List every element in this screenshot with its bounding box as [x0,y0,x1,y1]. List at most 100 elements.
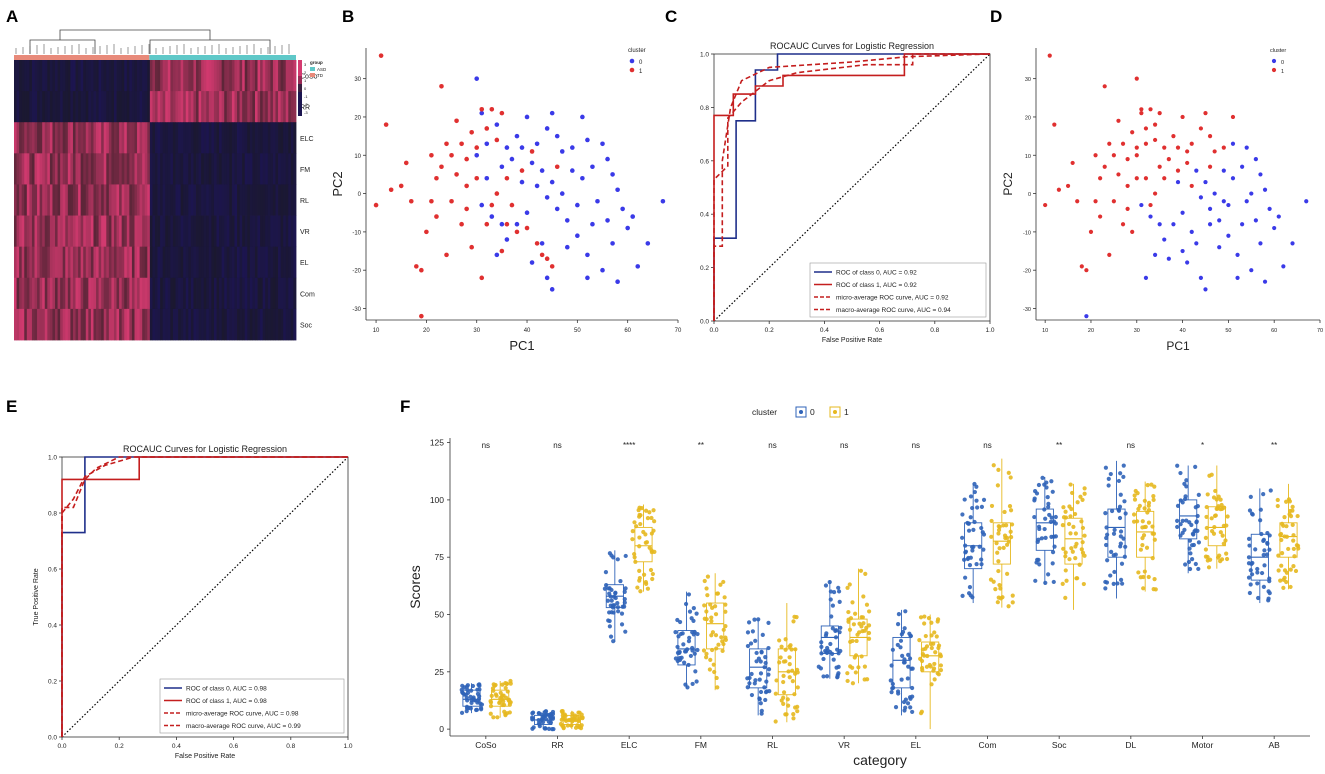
heatmap-cell [293,308,297,341]
jitter-point [709,633,714,638]
heatmap-cell [178,60,182,92]
heatmap-cell [31,308,35,341]
heatmap-cell [101,246,105,279]
heatmap-cell [190,153,194,185]
jitter-point [1046,572,1051,577]
heatmap-cell [52,277,56,310]
jitter-point [752,681,757,686]
heatmap-cell [129,91,133,123]
x-axis-label: False Positive Rate [175,753,235,760]
heatmap-cell [185,308,189,341]
significance-label: ns [553,441,561,450]
heatmap-cell [149,60,153,92]
heatmap-cell [167,246,171,279]
heatmap-cell [167,60,171,92]
heatmap-cell [21,91,25,123]
jitter-point [781,659,787,664]
jitter-point [919,665,925,671]
heatmap-cell [26,184,30,216]
jitter-point [1196,566,1201,572]
heatmap-cell [14,91,17,123]
jitter-point [860,629,865,634]
scatter-point-cluster-1 [1157,111,1162,116]
jitter-point [1123,511,1128,516]
heatmap-cell [219,215,223,248]
jitter-point [1288,584,1293,590]
jitter-point [1205,558,1210,563]
heatmap-cell [60,153,64,185]
scatter-point-cluster-0 [1244,199,1249,204]
heatmap-cell [96,60,99,92]
jitter-point [929,682,934,687]
heatmap-cell [88,308,92,341]
heatmap-cell [49,122,53,154]
jitter-point [1250,512,1255,517]
jitter-point [1217,553,1222,558]
heatmap-cell [272,184,276,216]
heatmap-cell [137,60,141,92]
scatter-point-cluster-1 [469,129,474,135]
heatmap-cell [193,184,197,216]
heatmap-cell [229,184,233,216]
heatmap-cell [113,184,117,216]
jitter-point [632,520,637,525]
heatmap-cell [229,277,233,310]
jitter-point [929,620,934,625]
jitter-point [1284,499,1289,504]
jitter-point [1140,543,1145,548]
heatmap-cell [75,277,79,310]
heatmap-cell [172,184,176,216]
heatmap-cell [121,122,125,154]
heatmap-cell [160,246,164,279]
color-scale-step [298,60,302,68]
jitter-point [1212,513,1218,518]
heatmap-cell [165,60,169,92]
heatmap-cell [80,184,84,216]
heatmap-cell [93,308,97,341]
jitter-point [1178,533,1183,538]
heatmap-cell [149,122,153,154]
heatmap-cell [144,122,148,154]
scatter-point-cluster-0 [575,233,580,239]
jitter-point [1081,581,1086,587]
heatmap-cell [252,308,256,341]
jitter-point [1050,489,1055,494]
heatmap-cell [111,246,115,279]
heatmap-cell [252,215,256,248]
heatmap-cell [121,215,125,248]
jitter-point [459,710,465,715]
heatmap-cell [242,246,246,279]
jitter-point [760,632,765,637]
heatmap-cell [262,122,266,154]
heatmap-cell [101,215,105,248]
y-tick-label: 75 [435,552,445,562]
y-tick-label: 0 [358,192,362,198]
jitter-point [1074,541,1079,546]
heatmap-cell [139,122,143,154]
heatmap-cell [278,246,282,279]
jitter-point [721,627,726,632]
heatmap-cell [116,308,120,341]
legend-label-3: macro-average ROC curve, AUC = 0.94 [836,307,951,314]
jitter-point [713,612,719,617]
heatmap-cell [26,215,30,248]
heatmap-cell [198,91,202,123]
y-tick-label: 0.0 [700,319,709,326]
heatmap-cell [21,215,25,248]
scatter-point-cluster-0 [514,221,520,227]
jitter-point [971,527,976,532]
heatmap-cell [221,308,225,341]
jitter-point [580,716,585,721]
heatmap-cell [244,153,248,185]
scatter-point-cluster-0 [549,179,555,185]
heatmap-cell [34,215,38,248]
heatmap-cell [242,184,246,216]
scatter-point-cluster-1 [1130,130,1135,135]
heatmap-cell [21,60,25,92]
jitter-point [1218,530,1223,535]
heatmap-cell [178,184,182,216]
heatmap-cell [16,91,20,123]
heatmap-cell [75,215,79,248]
jitter-point [908,633,913,638]
jitter-point [1106,476,1111,481]
